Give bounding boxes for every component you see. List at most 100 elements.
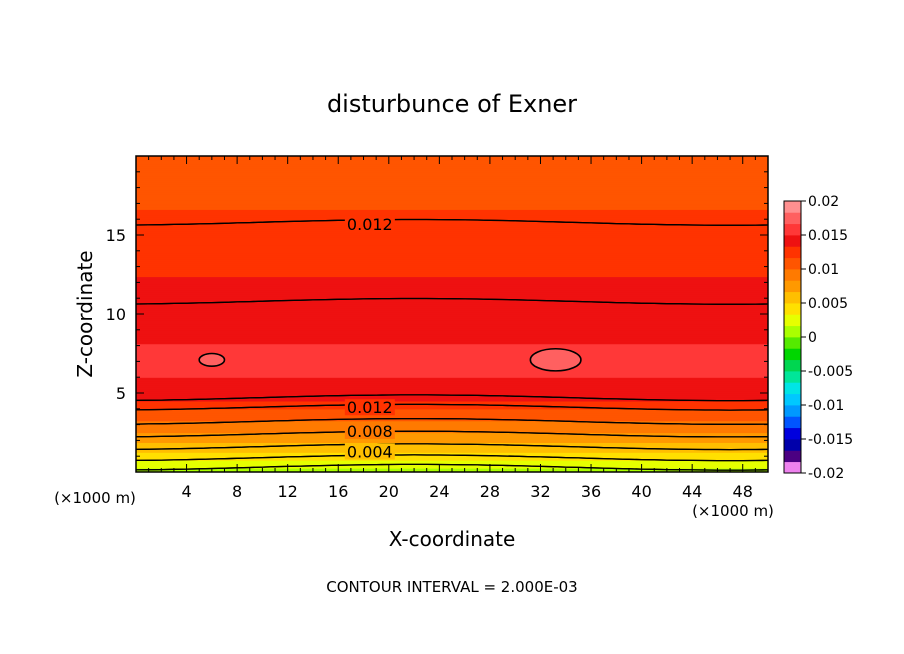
contour-band (136, 371, 768, 374)
contour-band (136, 361, 768, 364)
x-tick-label: 40 (631, 482, 651, 501)
colorbar-tick-label: 0 (808, 330, 817, 346)
contour-band (136, 317, 768, 321)
contour-band (136, 426, 768, 430)
contour-band (136, 296, 768, 299)
colorbar-segment (784, 337, 801, 349)
colorbar-segment (784, 303, 801, 315)
contour-band (136, 375, 768, 378)
contour-band (136, 288, 768, 291)
contour-label-bg (344, 215, 395, 232)
contour-band (136, 242, 768, 246)
contour-band (136, 436, 768, 440)
contour-band (136, 262, 768, 266)
contour-band (136, 270, 768, 274)
contour-band (136, 398, 768, 402)
contour-band (136, 446, 768, 449)
contour-band (136, 367, 768, 370)
contour-band (136, 177, 768, 181)
colorbar-segment (784, 314, 801, 327)
closed-contour (198, 352, 226, 367)
colorbar-segment (784, 348, 801, 361)
colorbar-tick-label: 0.02 (808, 194, 839, 210)
contour-band (136, 359, 768, 362)
contour-band (136, 286, 768, 289)
x-unit-right: (×1000 m) (692, 502, 774, 520)
contour-band (136, 205, 768, 208)
contour-band (136, 248, 768, 252)
colorbar-segment (784, 393, 801, 406)
contour-band (136, 229, 768, 232)
contour-band (136, 345, 768, 349)
contour-band (136, 363, 768, 366)
contour-band (136, 292, 768, 295)
contour-band (136, 460, 768, 463)
colorbar-segment (784, 382, 801, 395)
contour-band (136, 418, 768, 422)
contour-band (136, 197, 768, 201)
contour-band (136, 235, 768, 238)
contour-band (136, 231, 768, 234)
contour-band (136, 179, 768, 183)
colorbar-tick-label: -0.015 (808, 432, 853, 448)
contour-band (136, 456, 768, 459)
contour-band (136, 240, 768, 244)
x-tick-label: 24 (429, 482, 449, 501)
colorbar-segment (784, 371, 801, 383)
contour-band (136, 414, 768, 418)
colorbar-segment (784, 212, 801, 225)
x-axis-label: X-coordinate (389, 527, 516, 551)
contour-band (136, 189, 768, 193)
contour-band (136, 236, 768, 240)
contour-band (136, 377, 768, 380)
contour-band (136, 209, 768, 212)
contour-band (136, 304, 768, 307)
contour-band (136, 294, 768, 297)
contour-line (136, 297, 768, 305)
contour-band (136, 169, 768, 173)
contour-band (136, 410, 768, 414)
contour-line (136, 463, 768, 471)
contour-band (136, 379, 768, 382)
colorbar-segment (784, 280, 801, 293)
contour-band (136, 438, 768, 441)
contour-band (136, 321, 768, 325)
contour-band (136, 290, 768, 293)
contour-band (136, 203, 768, 206)
contour-band (136, 310, 768, 313)
contour-band (136, 268, 768, 272)
contour-band (136, 195, 768, 199)
colorbar-segment (784, 223, 801, 236)
contour-band (136, 199, 768, 203)
colorbar-tick-label: 0.005 (808, 296, 848, 312)
contour-band (136, 369, 768, 372)
contour-band (136, 385, 768, 388)
contour-band (136, 284, 768, 287)
x-tick-label: 36 (581, 482, 601, 501)
y-tick-label: 5 (116, 384, 126, 403)
colorbar-segment (784, 427, 801, 440)
contour-band (136, 404, 768, 408)
colorbar-segment (784, 291, 801, 304)
contour-band (136, 260, 768, 264)
colorbar-segment (784, 269, 801, 281)
contour-band (136, 223, 768, 226)
contour-label-bg (344, 399, 395, 416)
contour-line (136, 454, 768, 462)
contour-band (136, 327, 768, 331)
contour-band (136, 325, 768, 329)
contour-band (136, 381, 768, 384)
contour-band (136, 256, 768, 260)
contour-band (136, 329, 768, 333)
contour-band (136, 343, 768, 347)
contour-band (136, 314, 768, 317)
colorbar-segment (784, 450, 801, 463)
contour-band (136, 464, 768, 467)
closed-contour (529, 347, 582, 372)
chart-title: disturbunce of Exner (327, 90, 577, 118)
contour-band (136, 233, 768, 236)
contour-band (136, 349, 768, 353)
contour-line (136, 394, 768, 402)
